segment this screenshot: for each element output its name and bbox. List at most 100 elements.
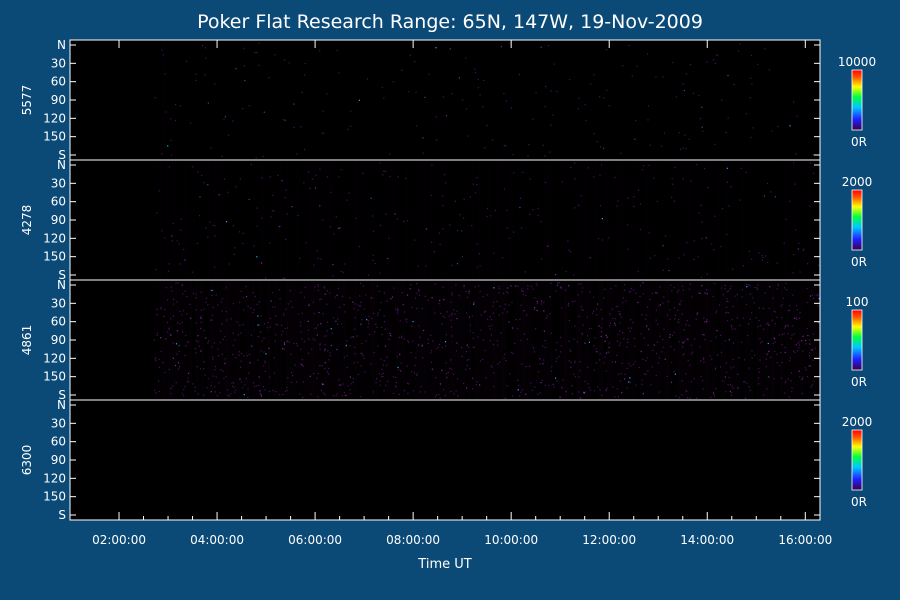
panel-4278 (155, 161, 820, 280)
emission-point (615, 285, 617, 287)
emission-point (732, 328, 734, 330)
emission-streak (276, 281, 280, 399)
emission-streak (393, 281, 396, 399)
emission-point (730, 285, 732, 287)
emission-point (542, 144, 544, 146)
emission-point (628, 327, 630, 329)
emission-point (729, 383, 732, 386)
emission-point (489, 340, 491, 342)
emission-point (168, 327, 170, 329)
emission-streak (375, 41, 378, 159)
emission-point (604, 288, 606, 290)
emission-point (701, 126, 703, 128)
emission-point (810, 349, 812, 351)
emission-point (180, 218, 182, 220)
emission-streak (414, 161, 417, 279)
emission-point (258, 301, 260, 303)
emission-point (356, 335, 358, 337)
emission-point (546, 315, 548, 317)
emission-point (442, 228, 444, 230)
emission-streak (423, 41, 426, 159)
emission-point (242, 232, 244, 235)
emission-point (789, 357, 791, 359)
emission-point (522, 294, 524, 296)
emission-point (659, 304, 661, 306)
emission-point (622, 65, 624, 67)
emission-point (269, 376, 271, 378)
emission-point (231, 382, 233, 384)
emission-streak (162, 281, 166, 399)
emission-streak (753, 161, 756, 279)
emission-point (793, 101, 795, 103)
emission-point (564, 289, 566, 291)
emission-point (622, 332, 624, 334)
emission-point (792, 350, 794, 352)
emission-point (476, 184, 478, 186)
emission-point (517, 285, 519, 287)
emission-point (781, 361, 783, 364)
emission-point (247, 396, 249, 399)
emission-streak (159, 281, 162, 399)
emission-point (154, 358, 156, 360)
emission-point (361, 343, 363, 345)
emission-point (492, 344, 495, 346)
emission-streak (591, 161, 594, 279)
emission-point (399, 320, 401, 322)
emission-streak (519, 41, 522, 159)
emission-point (190, 317, 192, 319)
emission-point (655, 292, 657, 294)
emission-point (258, 376, 261, 379)
emission-point (789, 125, 791, 127)
emission-point (574, 376, 577, 378)
emission-streak (450, 161, 453, 279)
emission-point (785, 218, 787, 220)
emission-point (498, 314, 500, 316)
emission-point (811, 294, 813, 296)
emission-point (181, 331, 184, 333)
emission-point (379, 309, 381, 311)
emission-point (768, 69, 770, 71)
emission-streak (417, 281, 421, 399)
emission-point (261, 217, 263, 219)
emission-point (725, 362, 728, 364)
emission-point (301, 359, 303, 361)
emission-point (450, 390, 452, 393)
emission-point (439, 383, 441, 385)
emission-point (594, 337, 596, 339)
emission-point (691, 296, 693, 298)
emission-point (675, 96, 677, 98)
emission-point (630, 365, 632, 367)
emission-streak (369, 281, 373, 399)
emission-streak (324, 281, 328, 399)
emission-point (445, 341, 447, 343)
x-tick-label: 12:00:00 (582, 533, 636, 547)
emission-point (236, 321, 238, 323)
emission-point (472, 388, 474, 390)
emission-point (811, 349, 813, 351)
emission-point (762, 328, 765, 330)
emission-point (704, 167, 706, 170)
emission-point (350, 383, 352, 385)
emission-point (806, 301, 808, 304)
emission-streak (192, 41, 195, 159)
y-tick-label: N (57, 158, 66, 172)
emission-point (386, 300, 388, 302)
emission-streak (198, 161, 201, 279)
emission-streak (582, 41, 585, 159)
emission-point (252, 311, 254, 314)
emission-point (745, 171, 747, 174)
emission-point (534, 386, 536, 388)
emission-streak (267, 161, 270, 279)
emission-point (731, 326, 733, 328)
emission-point (683, 340, 686, 342)
emission-point (185, 60, 188, 62)
emission-point (818, 264, 820, 267)
x-tick-label: 04:00:00 (190, 533, 244, 547)
emission-point (544, 346, 546, 349)
emission-point (466, 296, 468, 298)
emission-point (167, 145, 169, 147)
emission-streak (444, 281, 448, 399)
y-tick-label: 150 (43, 250, 66, 264)
emission-point (442, 96, 444, 98)
emission-streak (777, 161, 780, 279)
